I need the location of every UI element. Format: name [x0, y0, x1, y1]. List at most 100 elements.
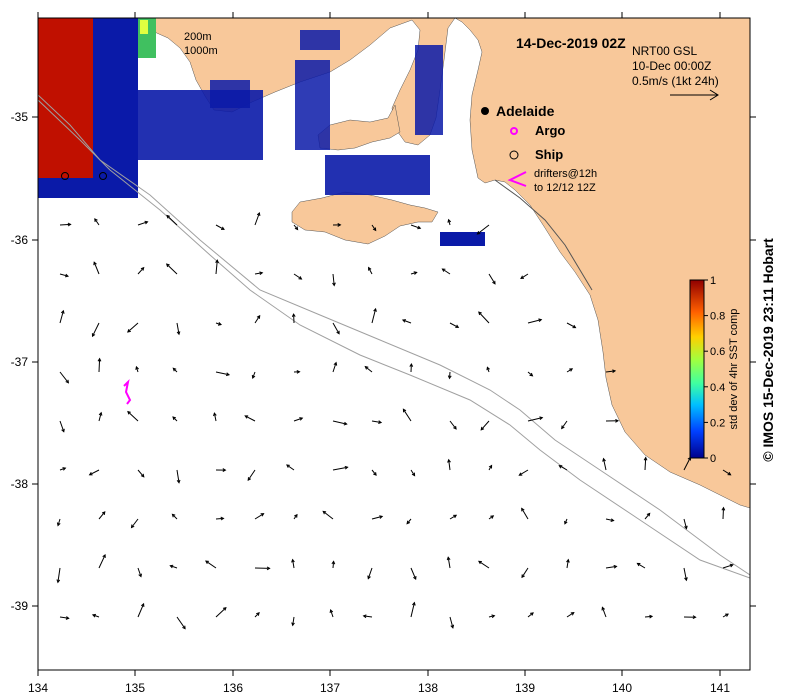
current-vector-head	[256, 212, 261, 216]
current-vector-head	[172, 367, 177, 372]
current-vector	[644, 513, 651, 520]
current-vector-head	[615, 418, 620, 423]
current-vector	[172, 513, 178, 520]
current-vector-head	[364, 365, 369, 370]
current-vector-head	[329, 609, 334, 613]
current-vector	[478, 560, 490, 569]
current-vector-head	[372, 227, 377, 232]
current-vector	[605, 518, 614, 522]
current-vector	[166, 263, 178, 275]
current-vector-head	[215, 259, 219, 264]
current-vector-head	[413, 576, 417, 581]
current-vector-head	[643, 456, 648, 461]
current-vector-head	[294, 513, 298, 518]
current-vector	[364, 366, 373, 373]
current-vector-head	[453, 425, 457, 430]
current-vector-head	[566, 558, 570, 563]
y-tick-label: -39	[11, 599, 29, 613]
current-vector-head	[491, 614, 496, 619]
current-vector-head	[176, 479, 181, 484]
ship-marker-icon	[509, 150, 519, 160]
current-vector-head	[378, 420, 383, 424]
current-vector	[371, 420, 382, 423]
current-vector	[520, 273, 529, 279]
current-vector-head	[182, 625, 186, 630]
current-vector	[521, 567, 529, 578]
yorke-peninsula	[317, 104, 401, 151]
current-vector	[59, 223, 71, 226]
current-vector-head	[251, 374, 256, 379]
kangaroo-island	[291, 191, 439, 245]
current-vector	[603, 458, 607, 471]
current-vector	[92, 322, 100, 337]
current-vector-head	[518, 472, 523, 476]
current-vector	[292, 559, 295, 569]
current-vector-head	[65, 379, 70, 384]
current-vector-head	[166, 214, 171, 219]
current-vector	[722, 469, 731, 476]
current-vector-head	[610, 518, 615, 522]
drifter-track	[123, 378, 132, 405]
current-vector	[371, 515, 383, 520]
current-vector-head	[450, 624, 455, 629]
map-title: 14-Dec-2019 02Z	[516, 35, 626, 51]
current-vector-head	[684, 525, 688, 530]
sst-patch	[295, 60, 330, 150]
current-vector	[286, 464, 295, 471]
current-vector-head	[256, 612, 260, 616]
current-vector-head	[447, 375, 452, 380]
current-vector	[176, 616, 186, 629]
colorbar-tick-label: 0.2	[710, 417, 725, 429]
current-vector	[566, 559, 569, 569]
current-vector	[137, 603, 145, 618]
current-vector-head	[521, 574, 525, 579]
current-vector-head	[294, 226, 299, 231]
x-tick-label: 137	[320, 681, 340, 695]
current-vector	[449, 371, 451, 379]
current-vector-head	[260, 513, 265, 517]
current-vector	[332, 322, 340, 334]
current-vector-head	[402, 408, 407, 413]
current-vector	[332, 466, 348, 471]
current-vector	[98, 511, 106, 520]
y-tick-label: -36	[11, 233, 29, 247]
current-vector	[559, 465, 568, 471]
ship-marker-icon	[61, 172, 69, 180]
current-vector	[59, 310, 64, 324]
current-vector-head	[266, 566, 271, 571]
current-vector-head	[102, 553, 106, 558]
current-vector-head	[344, 465, 349, 470]
current-vector	[330, 609, 334, 618]
current-vector-head	[411, 472, 416, 477]
colorbar-tick-label: 1	[710, 275, 716, 287]
current-vector	[215, 371, 230, 376]
current-vector-head	[93, 261, 97, 266]
current-vector-head	[296, 370, 301, 374]
current-vector-head	[127, 410, 131, 415]
current-vector	[527, 417, 543, 422]
current-vector-head	[176, 331, 181, 336]
current-vector-head	[447, 218, 452, 223]
colorbar-tick-label: 0.4	[710, 382, 725, 394]
current-vector-head	[373, 472, 377, 476]
colorbar-ticks: 1 0.8 0.6 0.4 0.2 0	[704, 275, 725, 465]
current-vector	[254, 513, 264, 520]
map-frame	[37, 17, 751, 671]
sst-patch	[415, 45, 443, 135]
current-vector	[644, 457, 647, 471]
current-vector	[98, 412, 102, 422]
current-vector	[137, 267, 145, 275]
colorbar-tick-label: 0.6	[710, 346, 725, 358]
current-vector	[480, 420, 490, 431]
current-vector-head	[401, 319, 406, 323]
drifters-label-1: drifters@12h	[534, 168, 597, 180]
current-vector-head	[171, 513, 176, 518]
current-vector-head	[94, 218, 98, 222]
vector-scale-label: 0.5m/s (1kt 24h)	[632, 74, 719, 88]
current-vector-head	[101, 511, 106, 515]
current-vector-head	[362, 614, 367, 619]
current-vector-head	[259, 271, 264, 275]
current-vector-head	[564, 520, 568, 525]
current-vector	[293, 273, 302, 280]
current-vectors	[56, 212, 734, 630]
